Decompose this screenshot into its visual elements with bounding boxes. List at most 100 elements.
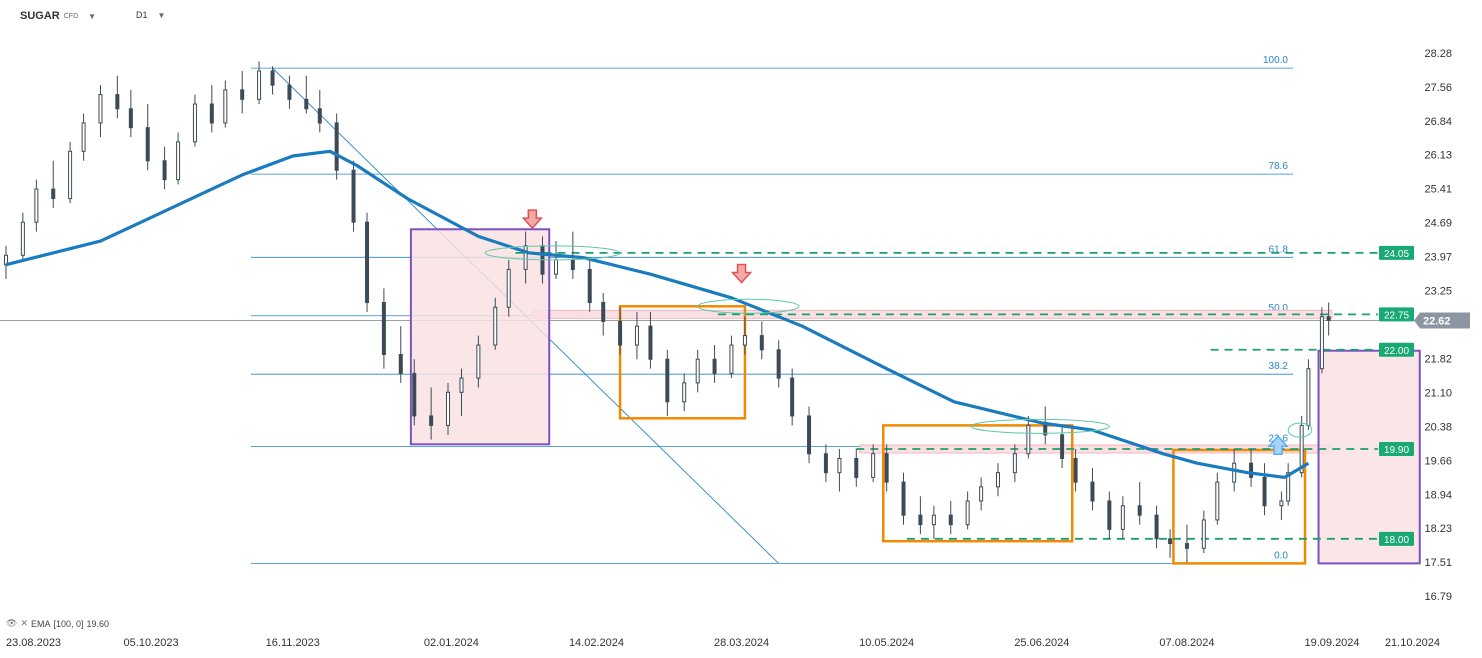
candle (429, 387, 434, 440)
candle (351, 160, 356, 232)
candle (270, 66, 275, 95)
candle-body (1073, 457, 1078, 483)
close-icon[interactable]: ✕ (20, 618, 28, 628)
sell-signal-arrow-icon (521, 209, 544, 230)
price-tag-bg (1379, 531, 1414, 546)
x-tick-label: 19.09.2024 (1304, 637, 1359, 649)
candle (1060, 425, 1065, 468)
candle (1184, 524, 1189, 563)
candle-body (351, 169, 356, 223)
candle-body (506, 268, 511, 308)
candle (918, 496, 923, 535)
candle (1326, 302, 1331, 336)
candle (776, 340, 781, 388)
candle-body (823, 453, 828, 474)
candle-body (1168, 538, 1173, 545)
candle (729, 335, 734, 379)
candle (1154, 505, 1159, 549)
candle (145, 104, 150, 171)
candle-body (1279, 500, 1284, 507)
y-tick-label: 26.84 (1424, 116, 1452, 128)
ema-legend-params: [100, 0] (53, 618, 84, 629)
candle (223, 80, 228, 128)
candle-body (965, 500, 970, 526)
candle-body (1043, 424, 1048, 436)
candle-body (948, 514, 953, 526)
candle-body (145, 127, 150, 162)
candle-body (1012, 453, 1017, 474)
candle-body (1120, 505, 1125, 530)
price-tag: 19.90 (1379, 442, 1414, 457)
symbol-selector[interactable]: SUGAR CFD ▼ (20, 10, 96, 22)
symbol-name: SUGAR (20, 10, 60, 22)
candle-body (20, 221, 25, 256)
candle-body (476, 344, 481, 379)
candle (648, 311, 653, 369)
candle-body (51, 188, 56, 200)
fibonacci-levels: 100.078.661.850.038.223.60.0 (0, 55, 1420, 564)
fib-level-label: 0.0 (1274, 550, 1288, 561)
price-tag-label: 22.00 (1384, 346, 1409, 357)
candle (304, 75, 309, 114)
candle-body (1107, 500, 1112, 530)
candle (759, 321, 764, 360)
candle (34, 179, 39, 232)
candle (695, 349, 700, 393)
candle-body (381, 302, 386, 356)
candle-body (240, 89, 245, 100)
price-tag: 22.75 (1379, 307, 1414, 322)
candle-body (223, 89, 228, 124)
price-tag-label: 19.90 (1384, 445, 1409, 456)
candle-body (429, 415, 434, 426)
candle-body (192, 103, 197, 143)
symbol-dropdown-icon[interactable]: ▼ (88, 11, 97, 21)
support-resistance-levels (515, 252, 1378, 540)
y-tick-label: 18.94 (1424, 489, 1452, 501)
candlesticks (4, 61, 1331, 563)
candle (68, 141, 73, 204)
price-tag-bg (1379, 342, 1414, 357)
timeframe-dropdown-icon[interactable]: ▼ (157, 10, 166, 20)
candle-body (523, 245, 528, 270)
current-price-label: 22.62 (1423, 315, 1451, 327)
price-tag-label: 22.75 (1384, 310, 1409, 321)
candle-body (807, 415, 812, 455)
candle-body (776, 349, 781, 379)
fib-level-label: 38.2 (1269, 361, 1289, 372)
visibility-icon[interactable]: 👁 (6, 618, 18, 628)
candle-body (115, 94, 120, 110)
price-tag: 18.00 (1379, 531, 1414, 546)
candle (901, 472, 906, 525)
candle-body (459, 377, 464, 393)
candle-body (4, 254, 8, 266)
y-tick-label: 21.82 (1424, 353, 1452, 365)
candle (115, 75, 120, 119)
x-tick-label: 02.01.2024 (424, 637, 479, 649)
y-tick-label: 28.28 (1424, 48, 1452, 60)
candle-body (1060, 434, 1065, 459)
candle-body (398, 354, 403, 374)
candle (493, 297, 498, 350)
candle-body (1306, 368, 1311, 426)
candle (412, 359, 417, 426)
candle-body (317, 108, 322, 124)
candle (1286, 463, 1291, 506)
price-tag-bg (1379, 442, 1414, 457)
candle-body (412, 372, 417, 417)
candle (1137, 482, 1142, 525)
ema-legend-name: EMA (30, 618, 51, 629)
sell-signal-arrow-icon (730, 263, 753, 284)
candle-body (712, 358, 717, 374)
price-tag: 22.00 (1379, 342, 1414, 357)
candle-body (209, 103, 214, 124)
timeframe-selector[interactable]: D1 ▼ (136, 10, 165, 20)
x-tick-label: 28.03.2024 (714, 637, 769, 649)
candle-body (682, 382, 687, 403)
fib-level-label: 78.6 (1269, 161, 1289, 172)
candle (995, 463, 1000, 497)
candle (979, 477, 984, 511)
ema-100-line (5, 149, 1310, 479)
candle-body (884, 453, 889, 483)
candle (854, 449, 859, 487)
